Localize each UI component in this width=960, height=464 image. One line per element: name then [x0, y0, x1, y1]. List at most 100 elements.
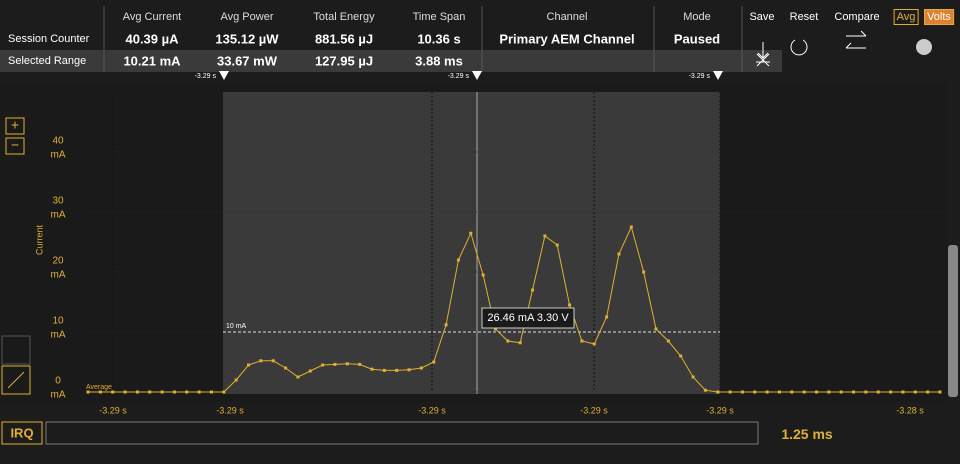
- column-header: Mode: [683, 11, 711, 23]
- selection: [223, 92, 720, 394]
- y-tick-unit: mA: [51, 210, 66, 221]
- scrollbar[interactable]: [948, 245, 958, 397]
- point: [666, 339, 670, 343]
- point: [98, 390, 102, 394]
- point: [432, 360, 436, 364]
- point: [444, 323, 448, 327]
- x-tick-label: -3.28 s: [896, 405, 924, 415]
- point: [889, 390, 893, 394]
- stat-value: Primary AEM Channel: [499, 31, 635, 47]
- marker-label: -3.29 s: [195, 73, 217, 80]
- threshold-label: 10 mA: [226, 323, 247, 330]
- toolbar-button: Compare: [834, 11, 880, 23]
- zoom-level: 1.25 ms: [781, 426, 833, 442]
- mode-btn[interactable]: [1, 365, 31, 395]
- point: [938, 390, 942, 394]
- toggle[interactable]: Avg: [893, 9, 919, 25]
- point: [345, 362, 349, 366]
- stat-value: 40.39 µA: [125, 31, 179, 47]
- tooltip: 26.46 mA 3.30 V: [487, 312, 569, 324]
- point: [629, 225, 633, 229]
- point: [234, 378, 238, 382]
- reset-icon[interactable]: [790, 39, 808, 56]
- point: [703, 388, 707, 392]
- point: [419, 366, 423, 370]
- point: [160, 390, 164, 394]
- point: [148, 390, 152, 394]
- stat-value: 127.95 µJ: [314, 53, 374, 69]
- y-axis-label: Current: [34, 224, 44, 255]
- stat-value: 135.12 µW: [215, 31, 279, 47]
- y-tick-unit: mA: [51, 330, 66, 341]
- point: [469, 231, 473, 235]
- y-tick-unit: mA: [51, 390, 66, 401]
- close-selection[interactable]: [756, 53, 770, 67]
- irq-box[interactable]: [1, 421, 43, 445]
- zoom-out[interactable]: [5, 137, 25, 155]
- x-tick-label: -3.29 s: [99, 405, 127, 415]
- row-label: Session Counter: [8, 33, 90, 45]
- point: [642, 270, 646, 274]
- line: [88, 225, 940, 393]
- point: [580, 339, 584, 343]
- point: [876, 390, 880, 394]
- x-tick-label: -3.29 s: [216, 405, 244, 415]
- point: [654, 327, 658, 331]
- column-header: Time Span: [412, 11, 466, 23]
- point: [679, 354, 683, 358]
- compare-icon[interactable]: [845, 30, 867, 49]
- x-tick-label: -3.29 s: [580, 405, 608, 415]
- point: [592, 342, 596, 346]
- point: [456, 258, 460, 262]
- point: [901, 390, 905, 394]
- y-tick-label: 40: [52, 136, 64, 147]
- point: [740, 390, 744, 394]
- point: [111, 390, 115, 394]
- stat-value: 881.56 µJ: [314, 31, 374, 47]
- point: [321, 363, 325, 367]
- point: [481, 273, 485, 277]
- mode-btn[interactable]: [1, 335, 31, 365]
- row-label: Selected Range: [8, 55, 87, 67]
- point: [691, 375, 695, 379]
- column-header: Channel: [546, 11, 588, 23]
- point: [815, 390, 819, 394]
- irq-bar: [45, 421, 759, 445]
- point: [790, 390, 794, 394]
- point: [123, 390, 127, 394]
- point: [765, 390, 769, 394]
- icon: −: [11, 137, 19, 153]
- y-tick-label: 30: [52, 196, 64, 207]
- irq-label: IRQ: [10, 425, 34, 441]
- point: [617, 252, 621, 256]
- point: [518, 341, 522, 345]
- point: [172, 390, 176, 394]
- point: [86, 390, 90, 394]
- zoom-in[interactable]: [5, 117, 25, 135]
- point: [370, 367, 374, 371]
- point: [271, 359, 275, 363]
- stat-value: 10.21 mA: [123, 53, 181, 69]
- toggle[interactable]: Volts: [924, 9, 954, 25]
- point: [222, 390, 226, 394]
- settings[interactable]: [916, 39, 932, 55]
- y-tick-unit: mA: [51, 150, 66, 161]
- tooltip-bg: [481, 307, 575, 329]
- point: [135, 390, 139, 394]
- column-header: Avg Current: [122, 11, 182, 23]
- marker: [472, 71, 482, 80]
- toolbar-button: Reset: [789, 11, 819, 23]
- point: [568, 303, 572, 307]
- point: [185, 390, 189, 394]
- icon: +: [11, 117, 19, 133]
- point: [728, 390, 732, 394]
- point: [864, 390, 868, 394]
- column-header: Total Energy: [313, 11, 375, 23]
- point: [296, 375, 300, 379]
- point: [913, 390, 917, 394]
- marker-label: -3.29 s: [689, 73, 711, 80]
- marker-label: -3.29 s: [448, 73, 470, 80]
- marker: [219, 71, 229, 80]
- point: [407, 368, 411, 372]
